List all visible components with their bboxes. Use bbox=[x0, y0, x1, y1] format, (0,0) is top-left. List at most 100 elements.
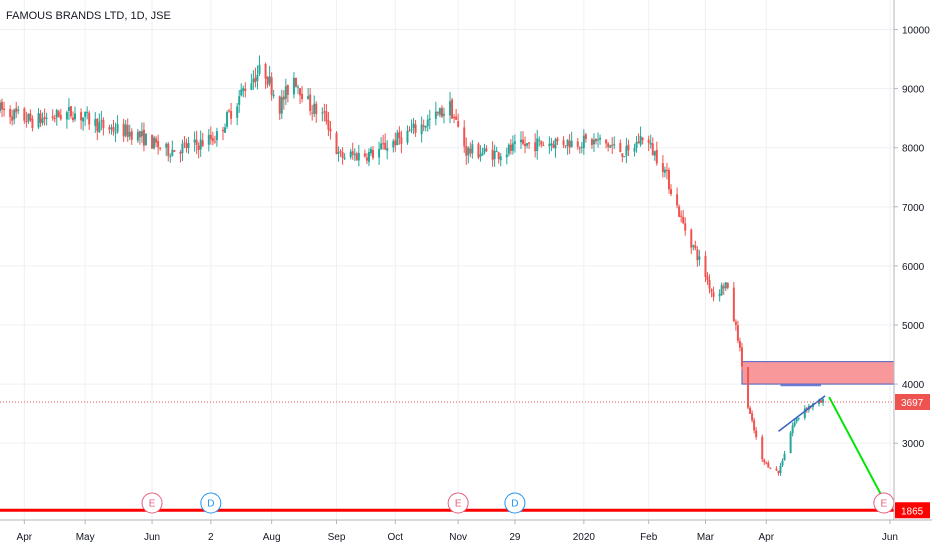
candle-body bbox=[45, 117, 48, 119]
candle-body bbox=[363, 153, 366, 157]
candle-body bbox=[351, 151, 354, 155]
candle-body bbox=[449, 101, 452, 116]
time-tick-label: Mar bbox=[697, 532, 715, 543]
candle-body bbox=[179, 152, 182, 154]
time-tick-label: Feb bbox=[640, 532, 658, 543]
candle-body bbox=[37, 113, 40, 128]
candle-body bbox=[230, 111, 233, 119]
time-tick-label: Jun bbox=[882, 532, 898, 543]
candle-body bbox=[690, 229, 693, 248]
candle-body bbox=[144, 133, 147, 145]
candle-body bbox=[41, 118, 44, 124]
candle-body bbox=[611, 144, 614, 146]
candle-body bbox=[17, 109, 20, 111]
dividend-marker[interactable]: D bbox=[200, 492, 222, 514]
candle-body bbox=[57, 111, 60, 117]
time-axis[interactable]: Apr May Jun 2 Aug Sep Oct Nov 29 2020 Feb Mar Apr Jun bbox=[0, 519, 932, 543]
candle-body bbox=[238, 96, 241, 105]
grid-lines bbox=[0, 0, 894, 520]
earnings-marker[interactable]: E bbox=[873, 492, 895, 514]
candle-body bbox=[491, 149, 494, 161]
candle-body bbox=[55, 109, 58, 118]
candle-body bbox=[753, 420, 756, 431]
candle-body bbox=[367, 152, 370, 162]
candle-body bbox=[534, 142, 537, 152]
chart-title: FAMOUS BRANDS LTD, 1D, JSE bbox=[6, 10, 171, 22]
candle-body bbox=[130, 131, 133, 140]
candle-body bbox=[27, 113, 30, 122]
candle-body bbox=[789, 432, 792, 454]
candle-body bbox=[29, 113, 32, 121]
candle-body bbox=[597, 139, 600, 141]
candle-body bbox=[254, 77, 257, 82]
candle-body bbox=[747, 367, 750, 408]
candle-body bbox=[519, 139, 522, 143]
candle-body bbox=[335, 132, 338, 155]
dividend-marker[interactable]: D bbox=[504, 492, 526, 514]
candle-body bbox=[80, 112, 83, 121]
candle-body bbox=[718, 293, 721, 297]
event-label: D bbox=[511, 499, 518, 510]
time-tick-label: Jun bbox=[144, 532, 160, 543]
candle-body bbox=[797, 417, 800, 419]
candle-body bbox=[651, 143, 654, 155]
candle-body bbox=[406, 130, 409, 143]
candle-body bbox=[311, 112, 314, 114]
candle-body bbox=[698, 256, 701, 260]
candle-body bbox=[242, 87, 245, 92]
candle-body bbox=[167, 143, 170, 156]
candle-body bbox=[112, 126, 115, 132]
candle-body bbox=[329, 128, 332, 132]
candle-body bbox=[82, 117, 85, 122]
candle-body bbox=[736, 325, 739, 341]
candle-body bbox=[720, 285, 723, 295]
earnings-marker[interactable]: E bbox=[447, 492, 469, 514]
event-circle bbox=[141, 492, 163, 514]
candle-body bbox=[268, 76, 271, 84]
candle-body bbox=[578, 147, 581, 149]
candle-body bbox=[250, 83, 253, 90]
candle-body bbox=[124, 124, 127, 136]
candle-body bbox=[783, 453, 786, 461]
candle-body bbox=[420, 124, 423, 135]
candle-body bbox=[114, 132, 117, 134]
candle-body bbox=[781, 460, 784, 466]
price-tick-label: 4000 bbox=[902, 380, 925, 391]
price-axis[interactable]: 3000 4000 5000 6000 7000 8000 9000 10000 3697 186… bbox=[893, 0, 930, 520]
candle-body bbox=[625, 146, 628, 156]
candle-body bbox=[128, 132, 131, 137]
candle-body bbox=[323, 111, 326, 113]
candle-body bbox=[424, 126, 427, 128]
candle-body bbox=[353, 153, 356, 156]
candle-body bbox=[252, 78, 255, 83]
candle-body bbox=[507, 144, 510, 154]
candle-body bbox=[706, 276, 709, 281]
candle-body bbox=[633, 148, 636, 152]
candle-body bbox=[732, 287, 735, 322]
earnings-marker[interactable]: E bbox=[141, 492, 163, 514]
candle-body bbox=[153, 137, 156, 149]
candle-body bbox=[398, 132, 401, 139]
triangle-bottom-line bbox=[777, 395, 826, 432]
candle-body bbox=[108, 127, 111, 130]
candle-body bbox=[495, 151, 498, 153]
candle-body bbox=[301, 93, 304, 100]
candle-body bbox=[696, 249, 699, 261]
candle-body bbox=[270, 77, 273, 95]
candle-body bbox=[412, 123, 415, 129]
candle-body bbox=[526, 143, 529, 146]
resistance-zone bbox=[741, 361, 895, 385]
candle-body bbox=[775, 468, 778, 471]
candle-body bbox=[712, 292, 715, 297]
candle-body bbox=[197, 145, 200, 151]
candle-body bbox=[280, 97, 283, 114]
candle-body bbox=[193, 139, 196, 143]
candle-body bbox=[710, 289, 713, 292]
candle-body bbox=[694, 245, 697, 249]
candle-body bbox=[51, 116, 54, 119]
candle-body bbox=[499, 156, 502, 161]
candle-body bbox=[369, 148, 372, 154]
candle-body bbox=[142, 129, 145, 146]
